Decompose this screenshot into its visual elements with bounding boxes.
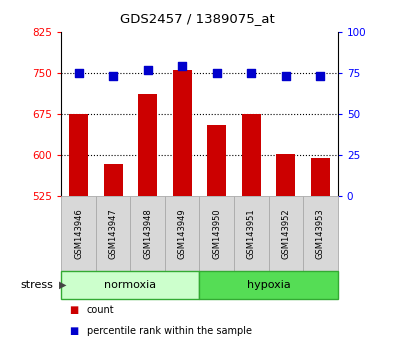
Text: GSM143948: GSM143948: [143, 208, 152, 259]
Text: count: count: [87, 305, 115, 315]
Bar: [242, 114, 261, 196]
Point: [317, 74, 324, 79]
Text: GSM143952: GSM143952: [281, 208, 290, 259]
Text: hypoxia: hypoxia: [247, 280, 290, 290]
Point: [283, 74, 289, 79]
Bar: [173, 70, 192, 196]
Point: [145, 67, 151, 73]
Text: GSM143951: GSM143951: [247, 208, 256, 259]
Text: ■: ■: [69, 305, 78, 315]
Bar: [103, 164, 122, 196]
Text: GSM143946: GSM143946: [74, 208, 83, 259]
Text: percentile rank within the sample: percentile rank within the sample: [87, 326, 252, 336]
Text: stress: stress: [21, 280, 53, 290]
Text: GSM143947: GSM143947: [109, 208, 118, 259]
Point: [179, 64, 185, 69]
Point: [248, 70, 254, 76]
Text: GSM143953: GSM143953: [316, 208, 325, 259]
Text: GSM143950: GSM143950: [212, 208, 221, 259]
Bar: [207, 125, 226, 196]
Point: [110, 74, 116, 79]
Text: ■: ■: [69, 326, 78, 336]
Point: [75, 70, 82, 76]
Bar: [276, 154, 295, 196]
Text: GSM143949: GSM143949: [178, 208, 187, 259]
Bar: [138, 94, 157, 196]
Text: GDS2457 / 1389075_at: GDS2457 / 1389075_at: [120, 12, 275, 25]
Bar: [69, 114, 88, 196]
Point: [214, 70, 220, 76]
Text: ▶: ▶: [59, 280, 67, 290]
Bar: [311, 158, 330, 196]
Text: normoxia: normoxia: [104, 280, 156, 290]
